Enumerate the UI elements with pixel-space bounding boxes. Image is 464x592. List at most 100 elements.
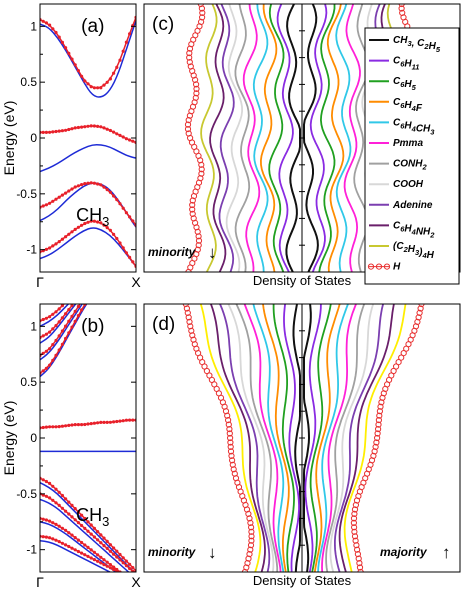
dos-marker-H [372, 443, 379, 450]
band-red-marker [118, 133, 122, 137]
band-red-marker [60, 237, 64, 241]
band-red-marker [124, 418, 128, 422]
dos-marker-H [193, 85, 200, 93]
dos-line [268, 4, 285, 272]
dos-line [209, 4, 227, 272]
band-red-marker [54, 353, 58, 357]
band-red-marker [77, 287, 80, 290]
band-red-marker [121, 135, 125, 139]
band-red-marker [51, 343, 55, 347]
dos-marker-H [185, 314, 192, 321]
band-red-marker [54, 425, 58, 429]
band-blue-line [40, 304, 84, 361]
band-red-marker [83, 526, 87, 531]
band-red-marker [124, 211, 128, 215]
band-red-marker [76, 423, 80, 427]
legend-text-part: (C [393, 241, 404, 252]
band-red-marker [76, 521, 80, 525]
band-red-marker [83, 125, 87, 129]
dos-line [218, 4, 235, 272]
band-red-marker [51, 312, 55, 316]
dos-marker-H [189, 206, 196, 213]
legend-text-part: C [393, 117, 401, 128]
band-blue-line [40, 539, 112, 572]
band-red-marker [44, 425, 49, 429]
legend-text-part: H [429, 41, 437, 52]
band-red-marker [54, 501, 58, 505]
legend-subscript: 4 [411, 104, 417, 113]
band-red-marker [67, 531, 71, 535]
band-red-marker [89, 556, 93, 560]
dos-marker-H [418, 304, 425, 308]
band-red-marker [70, 503, 74, 507]
arrow-up-icon: ↑ [442, 543, 451, 562]
band-red-marker [99, 278, 102, 281]
dos-line [234, 4, 251, 272]
band-red-marker [70, 314, 74, 318]
band-red-marker [121, 561, 125, 565]
band-red-marker [83, 295, 86, 298]
dos-marker-H [184, 309, 191, 316]
band-red-marker [48, 130, 52, 134]
band-red-marker [80, 284, 83, 287]
band-red-marker [96, 265, 99, 268]
band-red-marker [44, 479, 49, 484]
band-red-marker [73, 518, 77, 522]
band-red-marker [74, 291, 77, 294]
band-red-marker [112, 565, 116, 569]
dos-marker-H [246, 515, 253, 522]
legend-entry: H [393, 262, 401, 273]
dos-marker-H [375, 417, 382, 424]
band-red-marker [41, 317, 45, 322]
band-red-marker [64, 312, 68, 316]
annotation-minority: minority [148, 245, 197, 259]
band-red-marker [124, 564, 128, 568]
dos-marker-H [245, 555, 252, 562]
band-red-marker [89, 532, 93, 536]
band-red-marker [77, 295, 80, 298]
legend-text-part: H [404, 59, 412, 70]
band-red-marker [48, 519, 52, 523]
band-red-marker [93, 281, 96, 284]
dos-line [309, 4, 328, 272]
dos-marker-H [186, 59, 193, 66]
band-red-marker [73, 63, 77, 67]
band-red-marker [51, 537, 55, 541]
band-red-marker [108, 77, 112, 81]
band-red-marker [41, 517, 45, 521]
legend-text-part: H [408, 244, 416, 255]
band-red-marker [57, 348, 61, 352]
band-red-marker [57, 320, 61, 324]
dos-marker-H [376, 408, 383, 415]
band-red-marker [112, 420, 116, 424]
band-red-marker [112, 71, 116, 75]
dos-marker-H [398, 354, 405, 361]
band-red-marker [48, 315, 52, 319]
band-red-marker [60, 129, 64, 133]
band-red-marker [48, 201, 52, 205]
dos-marker-H [416, 309, 423, 316]
band-red-marker [73, 536, 77, 540]
band-red-marker [48, 536, 52, 540]
band-red-marker [44, 366, 49, 370]
band-red-marker [105, 80, 109, 84]
band-red-marker [122, 237, 125, 240]
band-red-marker [112, 546, 116, 550]
legend-text-part: ) [418, 247, 423, 258]
dos-marker-H [351, 510, 358, 518]
dos-line [252, 4, 269, 272]
legend-entry: C6H4F [393, 97, 423, 114]
band-red-marker [112, 262, 115, 265]
dos-line [219, 304, 271, 572]
band-red-marker [86, 181, 90, 185]
band-red-marker [118, 202, 122, 206]
band-red-marker [51, 484, 55, 488]
band-red-marker [121, 556, 125, 560]
band-red-marker [99, 221, 103, 225]
axis-frame [39, 3, 137, 273]
band-red-marker [60, 193, 64, 197]
band-red-marker [54, 522, 58, 527]
dos-marker-H [374, 430, 381, 437]
